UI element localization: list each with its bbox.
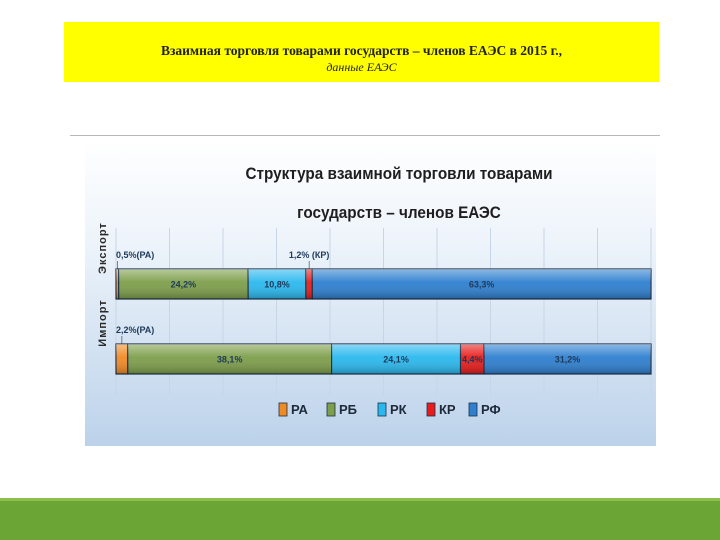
- legend-label: КР: [439, 402, 456, 417]
- legend-swatch: [278, 402, 288, 417]
- bar-segment-shade: [118, 269, 249, 299]
- data-label: 2,2%(РА): [116, 325, 154, 335]
- legend-label: РБ: [339, 402, 357, 417]
- bar-segment-shade: [305, 269, 313, 299]
- bar-segment-shade: [331, 344, 461, 374]
- data-label: 31,2%: [555, 355, 581, 365]
- legend-swatch: [468, 402, 478, 417]
- bars: [115, 268, 652, 375]
- category-labels: Экспорт Импорт: [97, 222, 109, 347]
- data-label: 24,2%: [171, 280, 197, 290]
- slide-subtitle: данные ЕАЭС: [326, 60, 397, 74]
- data-label: 10,8%: [264, 280, 290, 290]
- legend-label: РК: [390, 402, 407, 417]
- bar-segment-shade: [460, 344, 485, 374]
- data-label: 1,2% (КР): [289, 250, 330, 260]
- legend-label: РА: [291, 402, 309, 417]
- footer-band: [0, 498, 720, 540]
- data-label: 63,3%: [469, 280, 495, 290]
- category-label: Экспорт: [97, 222, 109, 274]
- legend-swatch: [426, 402, 436, 417]
- legend-swatch: [326, 402, 336, 417]
- footer-band-highlight: [0, 498, 720, 501]
- bar-segment-shade: [484, 344, 651, 374]
- chart-title-line2: государств – членов ЕАЭС: [297, 203, 501, 222]
- legend: РА РБ РК КР РФ: [278, 402, 501, 417]
- bar-segment-shade: [116, 269, 119, 299]
- bar-segment-shade: [116, 344, 128, 374]
- trade-structure-chart: Структура взаимной торговли товарами гос…: [85, 140, 656, 446]
- data-label: 38,1%: [217, 355, 243, 365]
- legend-label: РФ: [481, 402, 501, 417]
- bar-segment-shade: [127, 344, 332, 374]
- bar-segment-shade: [248, 269, 306, 299]
- data-label: 0,5%(РА): [116, 250, 154, 260]
- bar-segment-shade: [312, 269, 651, 299]
- slide-title: Взаимная торговля товарами государств – …: [160, 43, 563, 58]
- divider: [70, 135, 660, 136]
- data-label: 4,4%: [462, 355, 483, 365]
- legend-swatch: [377, 402, 387, 417]
- data-labels: 0,5%(РА) 24,2% 10,8% 1,2% (КР) 63,3% 2,2%(РА)…: [116, 250, 580, 365]
- category-label: Импорт: [97, 299, 109, 346]
- chart-title-line1: Структура взаимной торговли товарами: [245, 164, 552, 183]
- title-box: Взаимная торговля товарами государств – …: [64, 22, 659, 82]
- data-label: 24,1%: [383, 355, 409, 365]
